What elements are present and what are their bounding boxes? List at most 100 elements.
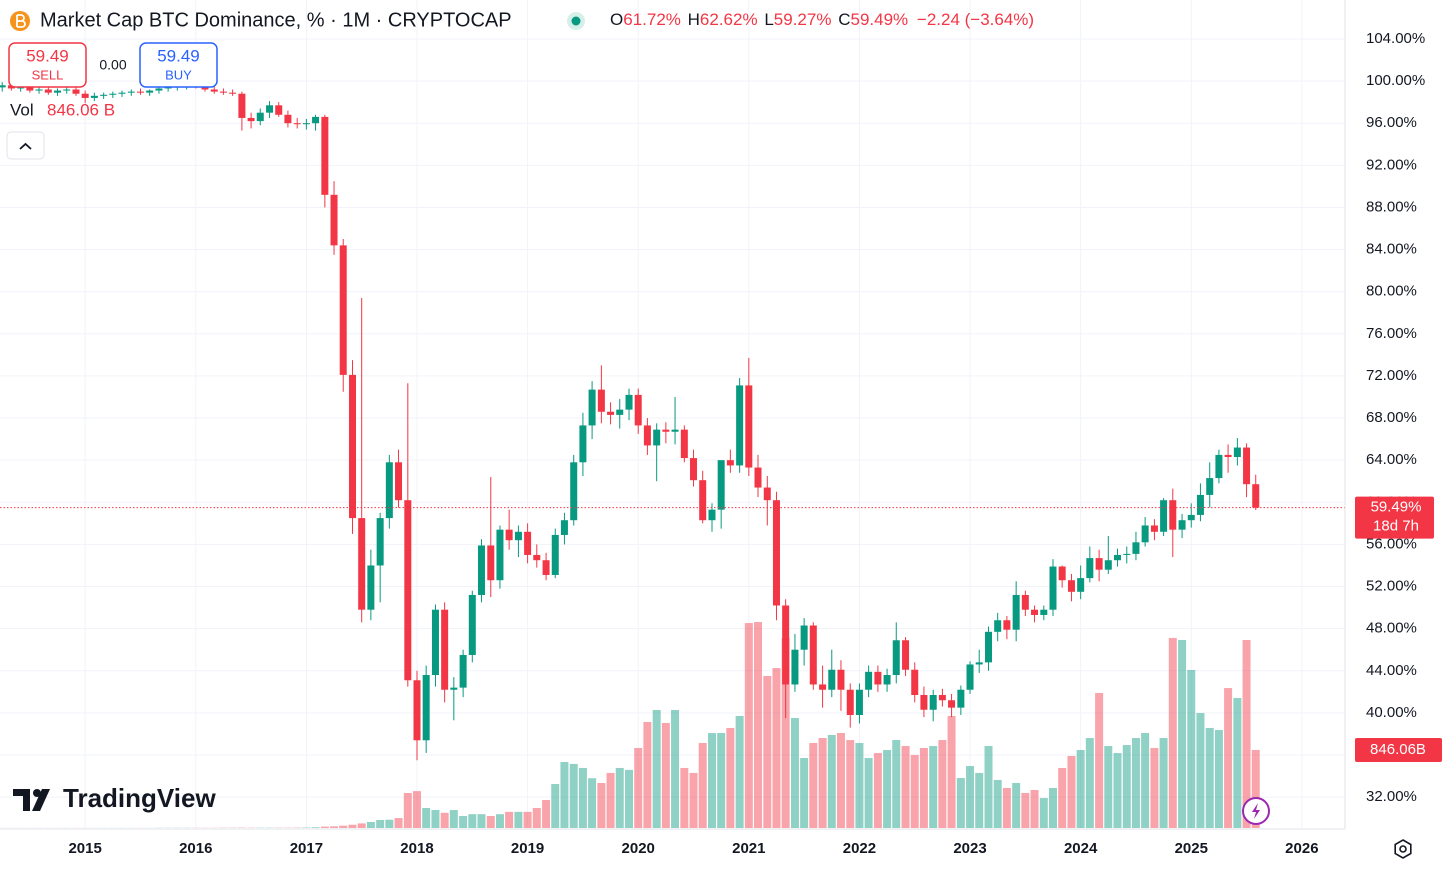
ohlc-value: 61.72% — [623, 10, 681, 29]
volume-bar — [588, 778, 597, 828]
volume-bar — [1141, 733, 1150, 828]
candle-body — [791, 649, 799, 685]
volume-bar — [486, 816, 495, 828]
candle-body — [302, 123, 310, 125]
sell-label[interactable]: SELL — [32, 67, 64, 82]
candle-body — [1123, 553, 1131, 555]
candle-body — [127, 91, 135, 93]
candle-body — [643, 425, 651, 446]
volume-bar — [1205, 727, 1214, 828]
candle-body — [966, 664, 974, 690]
candle-body — [26, 86, 34, 91]
candle-body — [588, 389, 596, 426]
volume-bar — [1002, 787, 1011, 828]
volume-bar — [1233, 697, 1242, 828]
candle-body — [1058, 566, 1066, 581]
collapse-button[interactable] — [6, 131, 45, 160]
sell-button[interactable]: 59.49 SELL — [8, 42, 87, 88]
candle-body — [72, 89, 80, 94]
volume-bar — [431, 810, 440, 828]
lightning-bolt[interactable] — [1252, 803, 1260, 819]
chart-title: Market Cap BTC Dominance, % · 1M · CRYPT… — [40, 9, 512, 31]
volume-bar — [717, 733, 726, 828]
volume-bar — [1048, 787, 1057, 828]
volume-bar — [1224, 688, 1233, 828]
volume-bar — [551, 784, 560, 828]
candle-body — [883, 674, 891, 685]
candle-body — [690, 458, 698, 481]
x-tick-label: 2026 — [1285, 840, 1318, 857]
ohlc-key: O — [610, 10, 623, 29]
chevron[interactable] — [19, 142, 32, 150]
collapse-box[interactable] — [6, 131, 45, 160]
candle-body — [1169, 500, 1177, 530]
candle-body — [1095, 558, 1103, 570]
volume-bar — [1104, 746, 1113, 828]
volume-bar — [790, 717, 799, 828]
buy-button[interactable]: 59.49 BUY — [139, 42, 218, 88]
sell-box[interactable] — [8, 42, 87, 88]
logo: TradingView — [13, 783, 216, 813]
y-tick-label: 92.00% — [1366, 156, 1417, 173]
volume-bar — [671, 709, 680, 828]
volume-bar — [1131, 738, 1140, 828]
candle-body — [109, 93, 117, 95]
candle-body — [800, 625, 808, 650]
candle-body — [579, 425, 587, 463]
buy-box[interactable] — [139, 42, 218, 88]
last-volume-box — [1355, 737, 1442, 762]
volume-bar — [956, 778, 965, 828]
candle-body — [146, 90, 154, 93]
volume-bar — [1150, 747, 1159, 828]
y-tick-label: 52.00% — [1366, 578, 1417, 595]
candle-body — [468, 594, 476, 655]
ohlc-legend: O61.72% H62.62% L59.27% C59.49% −2.24 (−… — [610, 10, 1034, 29]
volume-bar — [1214, 729, 1223, 828]
buy-label[interactable]: BUY — [165, 67, 192, 82]
candle-body — [431, 609, 439, 675]
y-tick-label: 104.00% — [1366, 30, 1425, 47]
candle-body — [376, 518, 384, 566]
volume-bar — [910, 754, 919, 828]
candle-body — [1224, 454, 1232, 458]
volume-bar — [800, 758, 809, 828]
candle-body — [1086, 558, 1094, 579]
last-volume-label: 846.06B — [1370, 741, 1426, 758]
candle-body — [1206, 478, 1214, 495]
buy-price[interactable]: 59.49 — [157, 46, 200, 65]
volume-bar — [883, 749, 892, 828]
volume-bar — [505, 811, 514, 828]
candle-body — [911, 669, 919, 696]
candle-body — [395, 462, 403, 501]
lightning-button[interactable] — [1242, 797, 1270, 825]
candle-body — [1178, 520, 1186, 530]
y-tick-label: 84.00% — [1366, 241, 1417, 258]
settings-hub[interactable] — [1399, 845, 1407, 853]
y-tick-label: 96.00% — [1366, 114, 1417, 131]
candle-body — [653, 429, 661, 446]
volume-bar — [412, 791, 421, 828]
volume-bar — [578, 767, 587, 828]
status-dot — [571, 16, 581, 26]
settings-gear[interactable] — [1394, 839, 1412, 859]
volume-bar — [1095, 693, 1104, 828]
candle-body — [570, 462, 578, 521]
candle-body — [1067, 580, 1075, 592]
settings-button[interactable] — [1394, 839, 1412, 859]
candle-body — [450, 687, 458, 690]
candle-body — [477, 545, 485, 595]
volume-bar — [827, 734, 836, 828]
ohlc-key: C — [838, 10, 850, 29]
candle-body — [422, 674, 430, 741]
volume-bar — [1058, 767, 1067, 828]
x-tick-label: 2025 — [1175, 840, 1208, 857]
candle-body — [1040, 609, 1048, 615]
candle-body — [247, 117, 255, 122]
sell-price[interactable]: 59.49 — [26, 46, 69, 65]
candle-body — [1233, 447, 1241, 458]
change: −2.24 (−3.64%) — [917, 10, 1034, 29]
volume-bar — [938, 740, 947, 828]
candle-body — [736, 385, 744, 466]
x-tick-label: 2018 — [400, 840, 433, 857]
candle-body — [597, 389, 605, 412]
